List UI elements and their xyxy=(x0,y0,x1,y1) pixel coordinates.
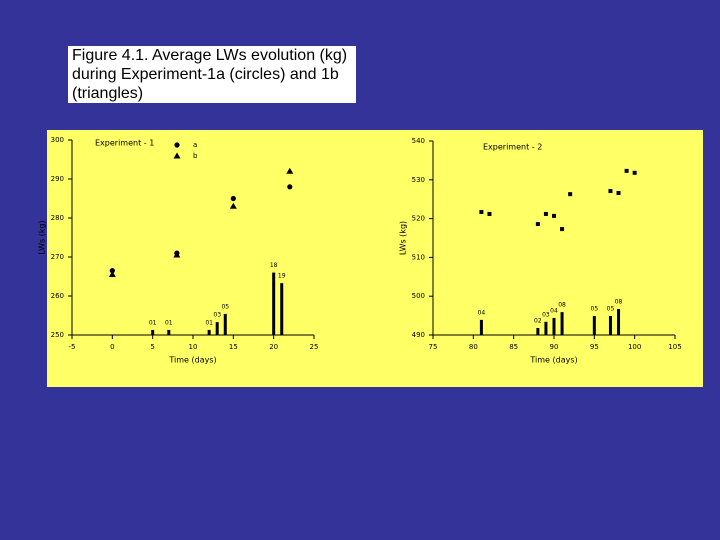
data-point xyxy=(229,202,237,209)
bar xyxy=(552,317,556,335)
y-tick-label: 290 xyxy=(51,175,64,183)
data-point xyxy=(624,168,629,173)
data-point xyxy=(608,189,613,194)
bar-label: 18 xyxy=(270,262,278,269)
x-tick-label: 5 xyxy=(150,343,154,351)
x-tick-label: -5 xyxy=(69,343,76,351)
y-axis-label: LWs (kg) xyxy=(38,220,47,254)
data-point xyxy=(616,190,621,195)
y-tick-label: 540 xyxy=(412,137,425,145)
x-tick-label: 75 xyxy=(429,343,438,351)
x-tick-label: 15 xyxy=(229,343,238,351)
data-point xyxy=(487,211,492,216)
x-tick-label: 100 xyxy=(628,343,641,351)
bar-label: 05 xyxy=(607,305,615,312)
bar xyxy=(544,321,548,335)
data-point xyxy=(543,211,548,216)
chart-title: Experiment - 2 xyxy=(483,143,542,152)
bar xyxy=(280,283,284,335)
bar-label: 03 xyxy=(542,311,550,318)
y-tick-label: 270 xyxy=(51,253,64,261)
x-tick-label: 90 xyxy=(550,343,559,351)
slide-caption: Figure 4.1. Average LWs evolution (kg) d… xyxy=(68,46,356,103)
legend-marker xyxy=(173,152,181,159)
y-tick-label: 300 xyxy=(51,136,64,144)
data-point xyxy=(108,271,116,278)
bar xyxy=(223,313,227,335)
data-point xyxy=(286,167,294,174)
y-tick-label: 280 xyxy=(51,214,64,222)
data-point xyxy=(568,192,573,197)
data-point xyxy=(230,195,236,202)
x-tick-label: 25 xyxy=(310,343,319,351)
bar-label: 03 xyxy=(213,312,221,319)
bar xyxy=(207,329,211,335)
x-tick-label: 85 xyxy=(509,343,518,351)
bar xyxy=(167,329,171,335)
bar xyxy=(151,329,155,335)
data-point xyxy=(287,184,293,190)
y-tick-label: 260 xyxy=(51,292,64,300)
x-tick-label: 80 xyxy=(469,343,478,351)
bar xyxy=(272,272,276,335)
bar xyxy=(479,319,483,335)
bar-label: 08 xyxy=(558,302,566,309)
data-point xyxy=(479,210,484,215)
data-point xyxy=(535,222,540,227)
x-axis-label: Time (days) xyxy=(529,356,577,365)
bar-label: 05 xyxy=(591,305,599,312)
bar-label: 05 xyxy=(221,303,229,310)
chart-title: Experiment - 1 xyxy=(95,139,154,148)
x-tick-label: 95 xyxy=(590,343,599,351)
bar-label: 04 xyxy=(478,309,486,316)
data-point xyxy=(109,268,115,274)
bar xyxy=(617,309,621,335)
x-tick-label: 10 xyxy=(189,343,198,351)
y-tick-label: 510 xyxy=(412,253,425,261)
data-point xyxy=(560,227,565,232)
bar xyxy=(560,312,564,335)
y-tick-label: 500 xyxy=(412,292,425,300)
data-point xyxy=(552,213,556,218)
bar xyxy=(608,315,612,335)
data-point xyxy=(173,251,181,258)
bar-label: 04 xyxy=(550,307,558,314)
x-tick-label: 105 xyxy=(668,343,681,351)
legend-marker xyxy=(174,142,180,148)
bar-label: 19 xyxy=(278,273,286,280)
bar xyxy=(215,322,219,335)
y-axis-label: LWs (kg) xyxy=(399,221,408,255)
legend-label: b xyxy=(193,152,198,160)
y-tick-label: 530 xyxy=(412,176,425,184)
x-tick-label: 20 xyxy=(269,343,278,351)
bar-label: 02 xyxy=(534,318,542,325)
bar-label: 01 xyxy=(165,319,173,326)
x-axis-label: Time (days) xyxy=(168,356,216,365)
bar-label: 01 xyxy=(149,319,157,326)
data-point xyxy=(632,170,637,175)
bar-label: 08 xyxy=(615,299,623,306)
bar-label: 01 xyxy=(205,319,213,326)
bar xyxy=(592,315,596,335)
chart-panel xyxy=(47,130,703,387)
x-tick-label: 0 xyxy=(110,343,114,351)
legend-label: a xyxy=(193,141,197,149)
y-tick-label: 520 xyxy=(412,215,425,223)
bar xyxy=(536,328,540,335)
y-tick-label: 490 xyxy=(412,331,425,339)
y-tick-label: 250 xyxy=(51,331,64,339)
